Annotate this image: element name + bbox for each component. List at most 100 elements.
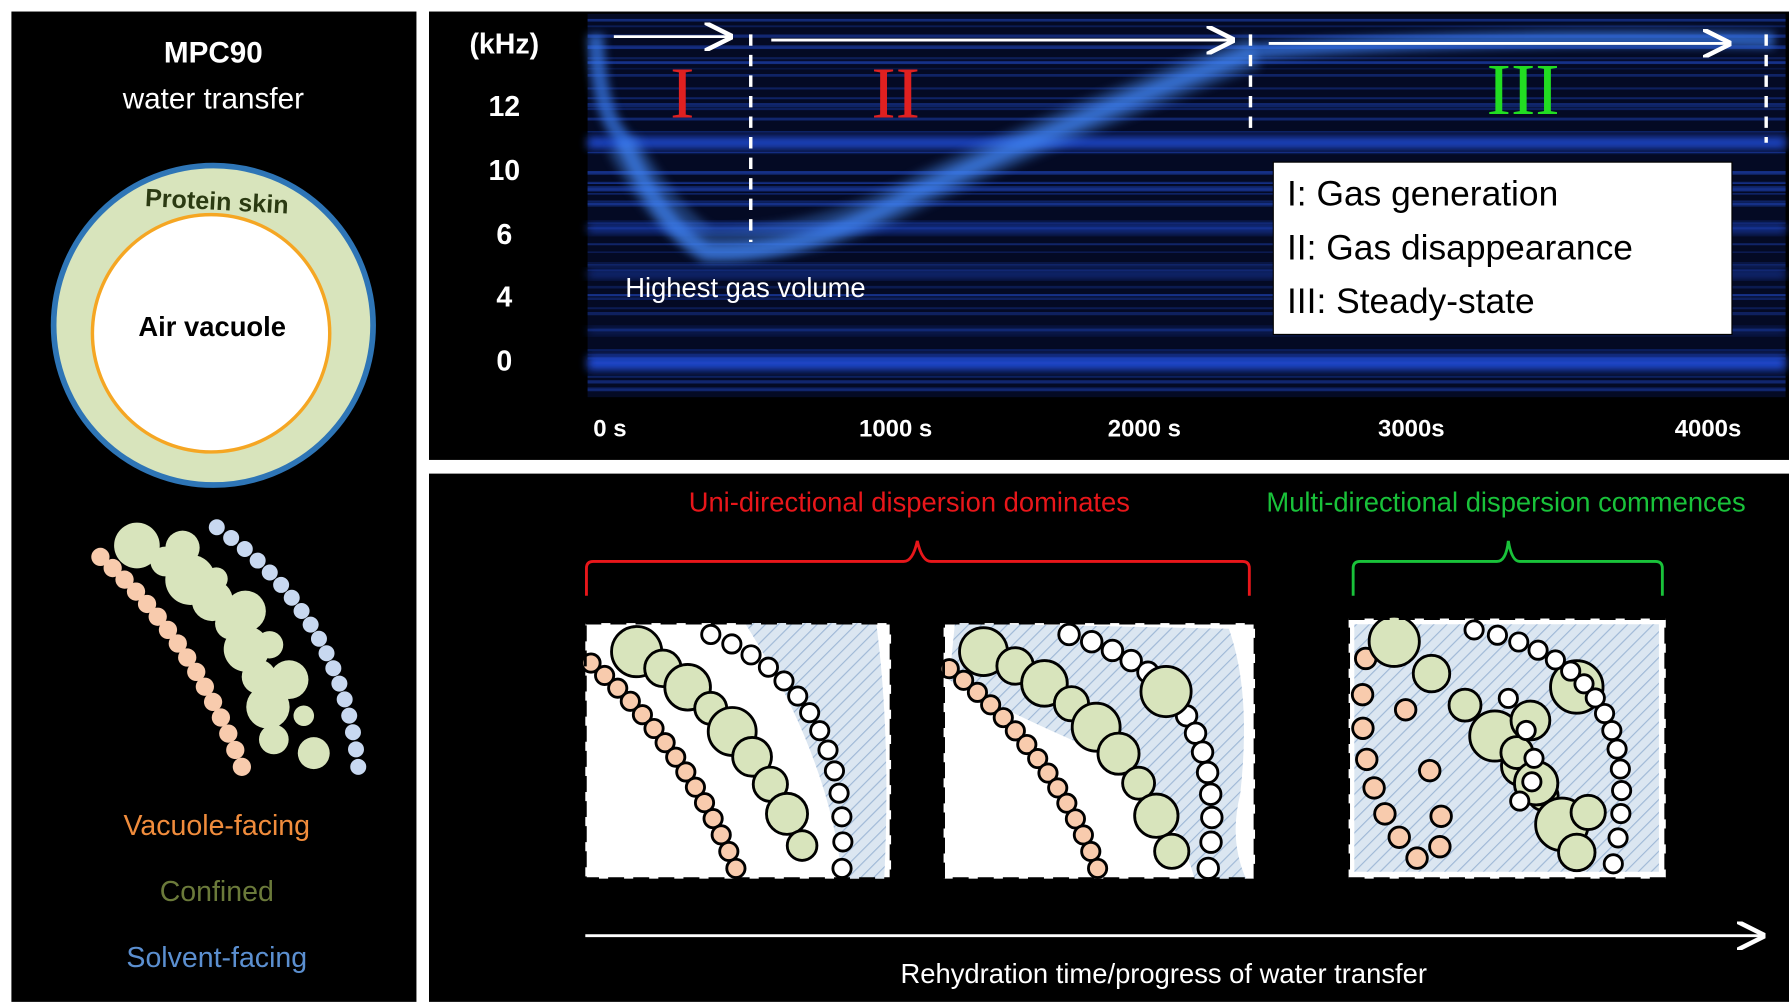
particle [720,842,738,860]
phase-label: III [1487,49,1560,130]
x-label: 2000 s [1108,416,1181,443]
particle [742,646,760,664]
spectral-band [588,137,1786,148]
particle [348,741,364,757]
particle [1419,760,1440,781]
particle [825,762,843,780]
y-label: 12 [488,91,520,123]
particle [1375,804,1396,825]
particle [1192,742,1213,763]
particle [294,603,310,619]
particle [226,741,244,759]
particle [1197,762,1218,783]
particle [1611,760,1629,778]
particle [1510,633,1528,651]
particle [811,722,829,740]
particle [1102,640,1123,661]
figure: MPC90 water transfer Protein skin Air va… [0,0,1789,1002]
particle [1517,721,1535,739]
particle [1201,832,1222,853]
particle [337,691,353,707]
axis-label: Rehydration time/progress of water trans… [901,958,1427,989]
particle [331,676,347,692]
particle [223,530,239,546]
particle [1603,721,1621,739]
y-label: 6 [496,219,512,251]
key-entry: II: Gas disappearance [1287,228,1633,267]
x-label: 1000 s [859,416,932,443]
particle [702,625,720,643]
key-entry: III: Steady-state [1287,282,1535,321]
particle [1413,655,1450,692]
particle [787,831,817,861]
spectral-band [588,356,1786,370]
subtitle: water transfer [122,82,304,115]
particle [219,724,237,742]
particle [1198,858,1219,879]
particle [1185,723,1206,744]
particle [237,541,253,557]
particle [233,758,251,776]
particle [819,741,837,759]
particle [1369,616,1419,666]
particle [1499,689,1517,707]
section-label: Uni-directional dispersion dominates [689,487,1130,518]
annotation: Highest gas volume [625,272,865,303]
y-label: 10 [488,155,520,187]
particle [1430,836,1451,857]
particle [1352,684,1373,705]
left-panel [11,12,416,1002]
particle [341,708,357,724]
particle [1595,704,1613,722]
particle [1200,784,1221,805]
particle [1407,848,1428,869]
key-entry: I: Gas generation [1287,175,1558,214]
phase-label: II [871,52,920,133]
particle [1571,795,1605,829]
particle [311,631,327,647]
particle [766,793,807,834]
particle [1609,829,1627,847]
x-label: 4000s [1675,416,1742,443]
unit-label: (kHz) [469,28,539,60]
particle [319,645,335,661]
particle [1135,794,1178,837]
particle [273,577,289,593]
particle [1431,806,1452,827]
particle [345,724,361,740]
particle [262,565,278,581]
particle [727,859,745,877]
particle [833,808,851,826]
particle [225,591,266,632]
particle [212,708,230,726]
particle [834,833,852,851]
particle [1559,834,1596,871]
particle [1529,641,1547,659]
particle [209,519,225,535]
page: MPC90 water transfer html, body { margin… [0,0,1789,1002]
particle [350,759,366,775]
particle [1449,689,1481,721]
particle [1523,773,1541,791]
particle [205,567,228,590]
particle [1202,807,1223,828]
legend-label: Confined [160,876,274,908]
particle [1364,778,1385,799]
y-label: 4 [496,282,512,314]
particle [294,705,315,726]
particle [284,590,300,606]
particle [250,553,266,569]
particle [1081,631,1102,652]
particle [325,660,341,676]
x-label: 3000s [1378,416,1445,443]
particle [1389,827,1410,848]
particle [1612,781,1630,799]
particle [1488,626,1506,644]
particle [165,531,199,565]
legend-label: Solvent-facing [126,942,307,974]
particle [1353,718,1374,739]
particle [270,660,309,699]
particle [833,859,851,877]
particle [775,672,793,690]
particle [1141,666,1191,716]
